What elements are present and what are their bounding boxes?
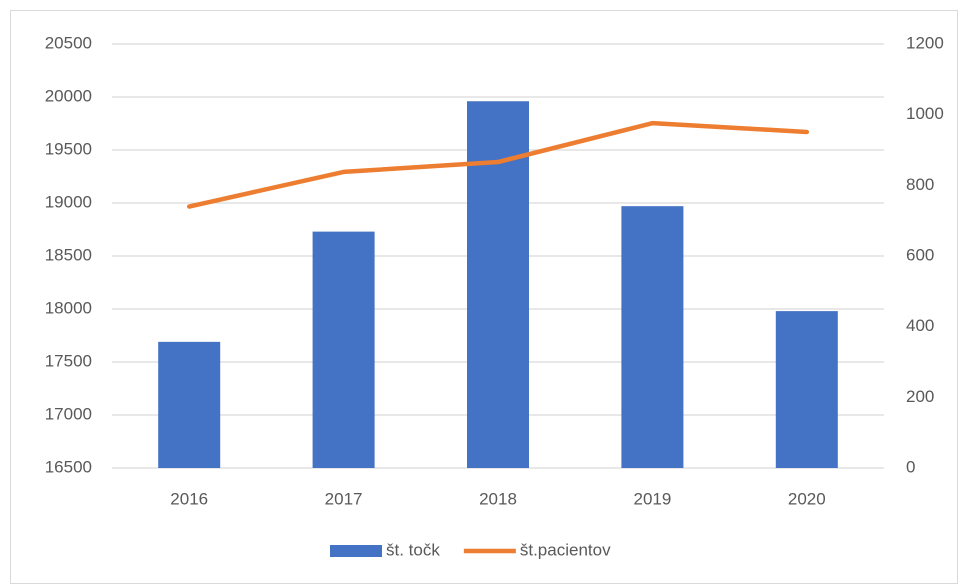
y-tick-label: 20000: [45, 86, 92, 105]
y-tick-label: 17500: [45, 351, 92, 370]
y2-tick-label: 0: [906, 457, 915, 476]
x-tick-label: 2019: [633, 489, 671, 508]
x-tick-label: 2017: [325, 489, 363, 508]
line: [186, 120, 810, 209]
y2-tick-label: 800: [906, 175, 934, 194]
y-tick-label: 18000: [45, 298, 92, 317]
y2-tick-label: 1200: [906, 33, 944, 52]
y-tick-label: 20500: [45, 33, 92, 52]
y2-tick-label: 1000: [906, 104, 944, 123]
y-tick-label: 17000: [45, 404, 92, 423]
y-tick-label: 18500: [45, 245, 92, 264]
legend-label: št. točk: [386, 540, 440, 559]
x-tick-label: 2020: [788, 489, 826, 508]
y-tick-label: 16500: [45, 457, 92, 476]
x-tick-label: 2016: [170, 489, 208, 508]
bar: [158, 341, 221, 468]
legend-swatch: [330, 545, 382, 557]
x-tick-label: 2018: [479, 489, 517, 508]
y-tick-label: 19500: [45, 139, 92, 158]
legend-label: št.pacientov: [520, 540, 611, 559]
y-tick-label: 19000: [45, 192, 92, 211]
bar: [775, 311, 838, 468]
bar: [621, 206, 684, 468]
y2-tick-label: 400: [906, 316, 934, 335]
y2-tick-label: 600: [906, 245, 934, 264]
y2-tick-label: 200: [906, 387, 934, 406]
bar: [312, 231, 375, 468]
